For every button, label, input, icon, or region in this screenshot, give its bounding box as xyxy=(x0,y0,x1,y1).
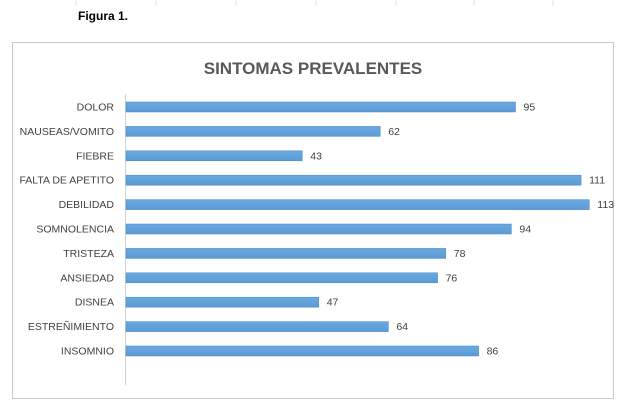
value-label: 113 xyxy=(597,199,614,211)
chart-title: SINTOMAS PREVALENTES xyxy=(204,59,423,78)
category-label: DOLOR xyxy=(77,102,115,114)
value-label: 86 xyxy=(487,346,499,358)
bar[interactable] xyxy=(125,199,590,210)
value-label: 64 xyxy=(396,321,408,333)
value-label: 95 xyxy=(524,102,536,114)
bar[interactable] xyxy=(125,126,381,137)
bar[interactable] xyxy=(125,345,479,357)
category-label: ANSIEDAD xyxy=(60,272,114,284)
value-label: 76 xyxy=(446,272,458,284)
bar[interactable] xyxy=(125,150,303,162)
value-label: 43 xyxy=(310,150,322,162)
value-label: 47 xyxy=(327,297,339,309)
bar[interactable] xyxy=(125,223,512,235)
bar[interactable] xyxy=(125,248,447,259)
figure-label: Figura 1. xyxy=(78,9,129,23)
chart-frame[interactable] xyxy=(12,42,614,399)
category-label: FIEBRE xyxy=(76,150,114,162)
category-label: DISNEA xyxy=(75,297,114,309)
bar[interactable] xyxy=(125,296,319,308)
category-label: NAUSEAS/VOMITO xyxy=(20,126,114,138)
category-label: FALTA DE APETITO xyxy=(19,175,114,187)
value-label: 94 xyxy=(519,224,531,236)
value-label: 111 xyxy=(589,175,605,187)
bar[interactable] xyxy=(125,174,582,186)
bar[interactable] xyxy=(125,321,389,332)
category-label: TRISTEZA xyxy=(63,248,114,260)
value-label: 78 xyxy=(454,248,466,260)
category-label: INSOMNIO xyxy=(61,346,114,358)
category-label: SOMNOLENCIA xyxy=(36,224,114,236)
category-label: ESTREÑIMIENTO xyxy=(28,320,114,333)
bar[interactable] xyxy=(125,101,516,113)
value-label: 62 xyxy=(388,126,400,138)
bar[interactable] xyxy=(125,272,438,284)
spreadsheet-gridlines xyxy=(75,0,554,6)
bars-layer: DOLOR 95 NAUSEAS/VOMITO 62 FIEBRE 43 FALTA DE … xyxy=(19,102,614,358)
category-label: DEBILIDAD xyxy=(59,199,115,211)
